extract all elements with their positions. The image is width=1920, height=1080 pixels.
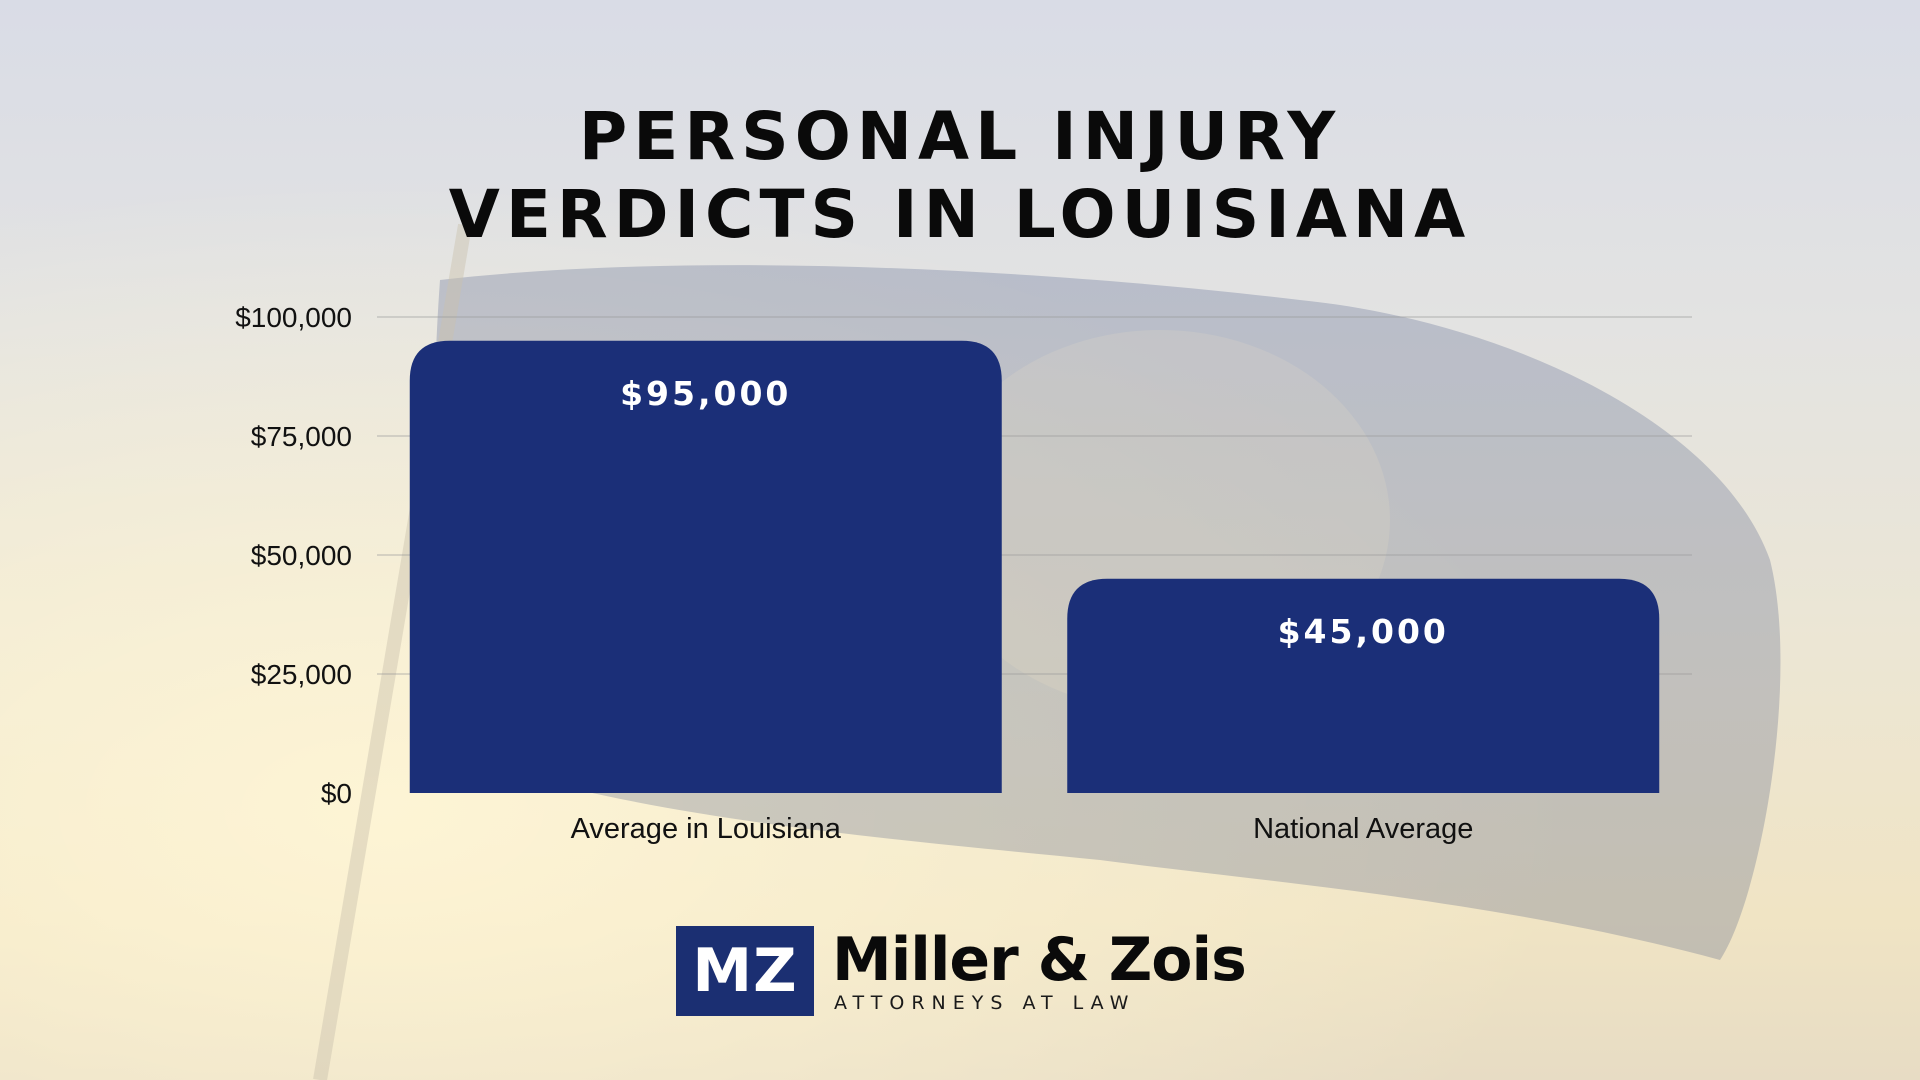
y-tick-label: $75,000	[251, 421, 352, 452]
title-line-1: PERSONAL INJURY	[578, 98, 1342, 175]
x-category-label: Average in Louisiana	[571, 813, 842, 845]
y-tick-label: $0	[321, 778, 352, 809]
bar	[1067, 578, 1660, 793]
logo-mark: MZ	[676, 926, 814, 1016]
chart-title: PERSONAL INJURY VERDICTS IN LOUISIANA	[0, 98, 1920, 254]
bar-value-label: $45,000	[1278, 612, 1449, 651]
logo-name: Miller & Zois	[832, 925, 1247, 995]
y-tick-label: $100,000	[235, 302, 352, 333]
y-tick-label: $25,000	[251, 659, 352, 690]
bar	[409, 340, 1002, 793]
logo-text: Miller & Zois ATTORNEYS AT LAW	[832, 925, 1247, 1014]
bars: $95,000 $45,000	[409, 340, 1660, 793]
title-line-2: VERDICTS IN LOUISIANA	[448, 176, 1472, 253]
y-axis-ticks: $0 $25,000 $50,000 $75,000 $100,000	[235, 302, 352, 809]
y-tick-label: $50,000	[251, 540, 352, 571]
miller-zois-logo: MZ Miller & Zois ATTORNEYS AT LAW	[676, 925, 1247, 1016]
bar-value-label: $95,000	[620, 374, 791, 413]
logo-subtitle: ATTORNEYS AT LAW	[834, 992, 1136, 1014]
x-axis-labels: Average in Louisiana National Average	[571, 813, 1474, 845]
x-category-label: National Average	[1253, 813, 1473, 845]
